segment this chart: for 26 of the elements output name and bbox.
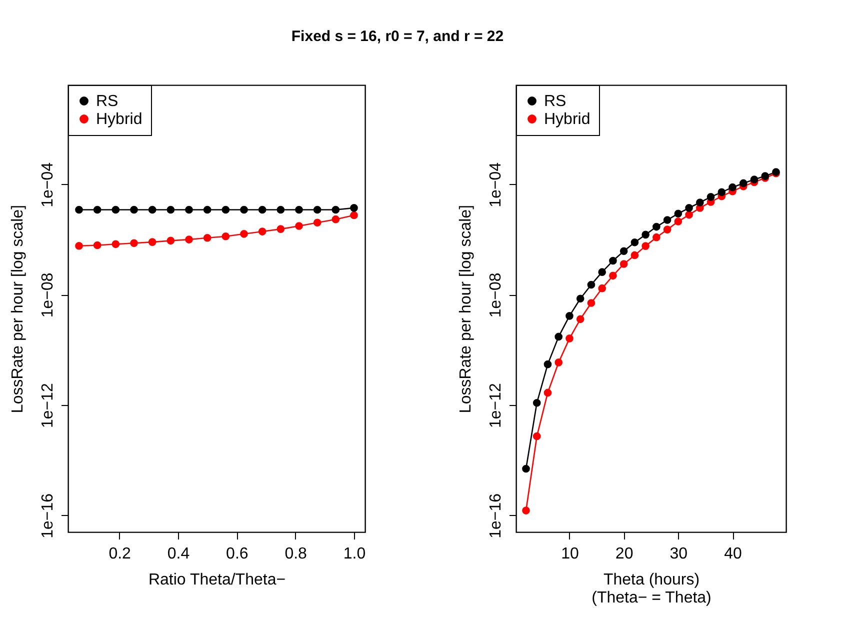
x-tick-label: 0.4 <box>167 546 190 562</box>
y-tick-label: 1e−04 <box>488 162 504 208</box>
legend-label: RS <box>96 93 118 110</box>
text: Fixed s = 16, r0 = 7, and r = 22 <box>291 28 504 45</box>
y-axis-title: LossRate per hour [log scale] <box>10 204 26 414</box>
x-axis-title: Ratio Theta/Theta− <box>148 572 286 588</box>
y-tick-label: 1e−12 <box>40 382 56 428</box>
x-axis-title: Theta (hours) (Theta− = Theta) <box>592 572 712 606</box>
legend-label: RS <box>544 93 566 110</box>
x-tick-label: 40 <box>724 546 742 562</box>
x-tick-label: 1.0 <box>343 546 366 562</box>
y-tick-label: 1e−04 <box>40 162 56 208</box>
x-tick-label: 10 <box>561 546 579 562</box>
legend-label: Hybrid <box>96 111 142 128</box>
x-tick-label: 0.8 <box>284 546 308 562</box>
x-tick-label: 30 <box>670 546 688 562</box>
y-tick-label: 1e−08 <box>488 272 504 318</box>
y-axis-title: LossRate per hour [log scale] <box>458 204 474 414</box>
x-tick-label: 20 <box>615 546 634 562</box>
y-tick-label: 1e−16 <box>40 493 56 538</box>
legend-label: Hybrid <box>544 111 590 128</box>
x-tick-label: 0.2 <box>108 546 132 562</box>
y-tick-label: 1e−08 <box>40 272 56 318</box>
x-tick-label: 0.6 <box>226 546 248 562</box>
y-tick-label: 1e−16 <box>488 493 504 538</box>
y-tick-label: 1e−12 <box>488 382 504 428</box>
